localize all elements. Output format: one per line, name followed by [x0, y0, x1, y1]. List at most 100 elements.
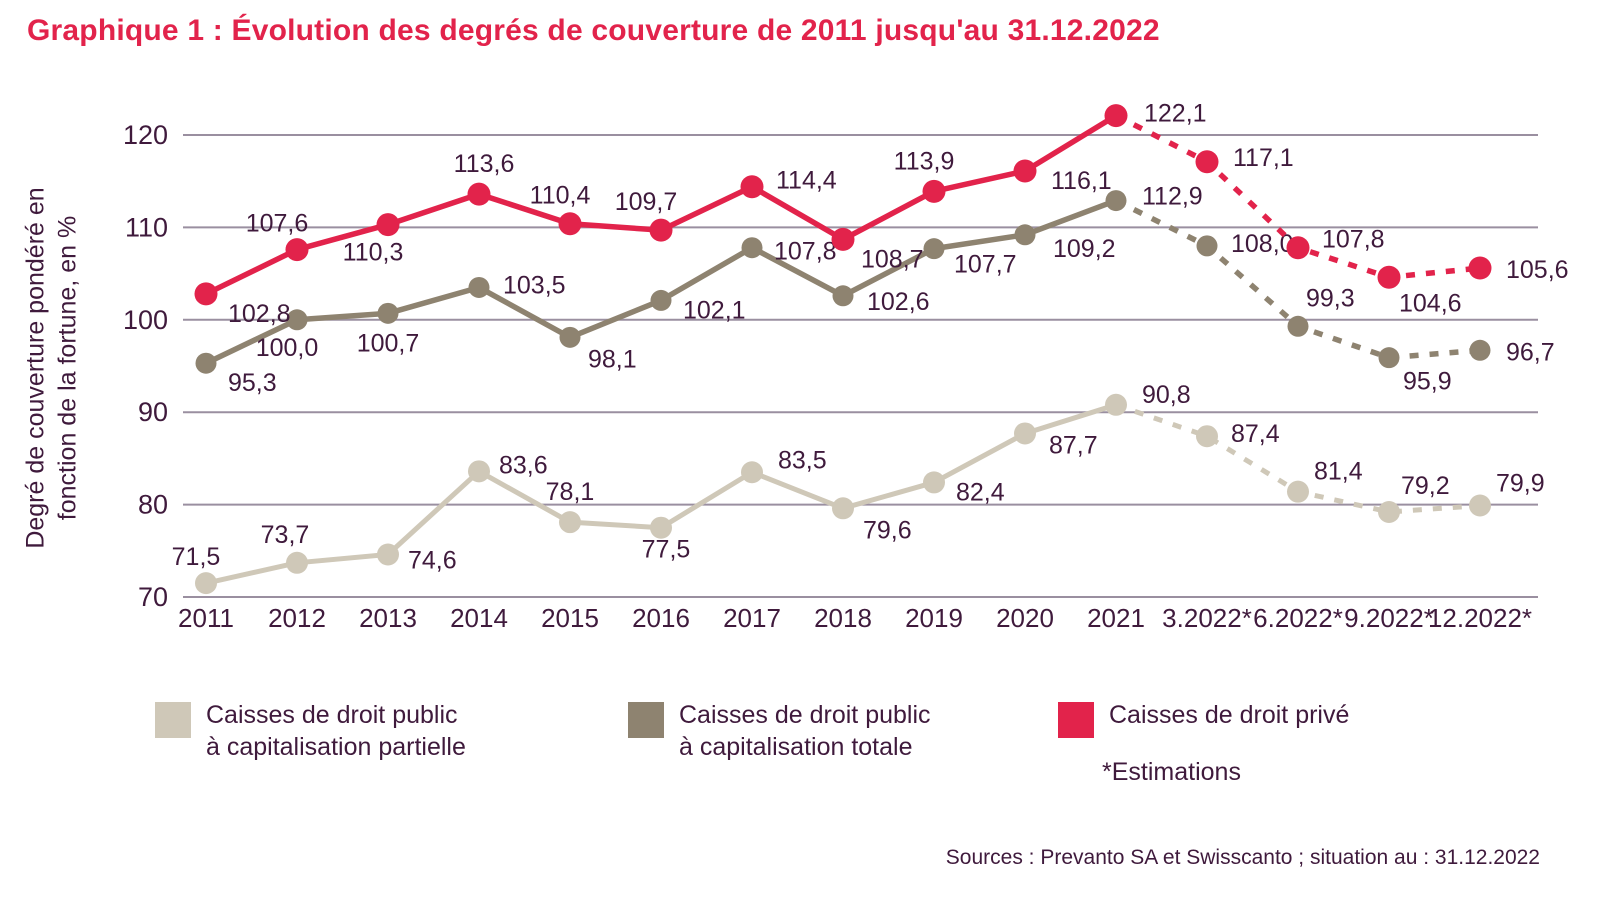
data-point-partielle — [1287, 480, 1309, 503]
x-tick-label: 2020 — [996, 603, 1054, 633]
data-label-prive: 105,6 — [1506, 256, 1569, 284]
data-label-partielle: 83,5 — [778, 446, 827, 474]
data-point-totale — [923, 238, 945, 260]
data-label-partielle: 79,2 — [1401, 472, 1450, 500]
data-label-partielle: 77,5 — [642, 536, 691, 564]
data-point-totale — [377, 302, 399, 324]
data-point-totale — [741, 237, 763, 259]
data-label-partielle: 82,4 — [956, 478, 1005, 506]
data-label-prive: 113,9 — [894, 147, 955, 175]
y-tick-label: 110 — [125, 212, 168, 242]
data-label-partielle: 90,8 — [1142, 381, 1191, 409]
data-point-partielle — [286, 551, 308, 574]
data-label-totale: 102,6 — [867, 288, 930, 316]
data-point-partielle — [1105, 393, 1127, 416]
data-point-prive — [1377, 265, 1401, 289]
y-tick-label: 80 — [138, 490, 168, 520]
x-tick-label: 2018 — [814, 603, 872, 633]
y-tick-label: 70 — [138, 582, 168, 612]
data-label-prive: 102,8 — [228, 300, 291, 328]
data-label-prive: 107,6 — [246, 210, 309, 238]
data-point-prive — [194, 282, 218, 306]
data-point-totale — [832, 285, 854, 307]
x-tick-label: 9.2022* — [1344, 603, 1434, 633]
data-label-totale: 102,1 — [683, 296, 746, 324]
data-label-totale: 107,8 — [774, 238, 837, 266]
data-point-prive — [1195, 150, 1219, 174]
data-label-prive: 107,8 — [1322, 226, 1385, 254]
data-point-totale — [1287, 315, 1309, 337]
data-label-prive: 113,6 — [454, 150, 515, 178]
data-point-totale — [1014, 224, 1036, 246]
data-label-prive: 122,1 — [1144, 100, 1207, 128]
data-label-partielle: 71,5 — [172, 543, 221, 571]
data-label-partielle: 83,6 — [499, 451, 548, 479]
data-point-prive — [1286, 236, 1310, 260]
data-point-totale — [286, 309, 308, 331]
data-point-totale — [650, 289, 672, 311]
data-point-partielle — [468, 460, 490, 483]
data-point-partielle — [1378, 500, 1400, 523]
data-label-prive: 104,6 — [1399, 289, 1462, 317]
data-label-partielle: 87,4 — [1231, 420, 1280, 448]
estimations-note: *Estimations — [1102, 758, 1241, 786]
data-label-totale: 95,3 — [228, 369, 277, 397]
data-label-partielle: 73,7 — [261, 521, 310, 549]
data-point-totale — [1469, 339, 1491, 361]
data-point-prive — [376, 213, 400, 237]
data-point-partielle — [923, 471, 945, 494]
legend-item-prive: Caisses de droit privé — [1058, 700, 1349, 738]
data-label-totale: 109,2 — [1053, 235, 1116, 263]
legend-swatch-prive-icon — [1058, 702, 1094, 738]
x-tick-label: 2013 — [359, 603, 417, 633]
data-point-prive — [1468, 256, 1492, 280]
y-tick-label: 120 — [123, 120, 168, 150]
data-point-prive — [285, 238, 309, 262]
data-point-totale — [468, 276, 490, 298]
x-tick-label: 3.2022* — [1162, 603, 1252, 633]
data-label-partielle: 79,9 — [1496, 470, 1545, 498]
source-note: Sources : Prevanto SA et Swisscanto ; si… — [945, 846, 1540, 869]
data-label-prive: 108,7 — [861, 245, 924, 273]
data-label-prive: 110,3 — [343, 239, 404, 267]
data-label-totale: 107,7 — [954, 251, 1017, 279]
x-tick-label: 2019 — [905, 603, 963, 633]
data-label-prive: 109,7 — [615, 188, 678, 216]
data-label-partielle: 79,6 — [863, 516, 912, 544]
data-label-totale: 100,0 — [256, 334, 319, 362]
data-label-partielle: 81,4 — [1314, 458, 1363, 486]
data-label-totale: 95,9 — [1403, 368, 1452, 396]
data-point-prive — [831, 227, 855, 251]
legend-swatch-partielle-icon — [155, 702, 191, 738]
data-point-totale — [195, 352, 217, 374]
data-label-totale: 103,5 — [503, 271, 566, 299]
y-tick-label: 100 — [123, 305, 168, 335]
data-label-partielle: 74,6 — [408, 546, 457, 574]
x-tick-label: 2017 — [723, 603, 781, 633]
data-point-partielle — [1196, 425, 1218, 448]
data-label-totale: 100,7 — [357, 329, 420, 357]
data-point-prive — [649, 218, 673, 242]
x-tick-label: 2014 — [450, 603, 508, 633]
x-tick-label: 2012 — [268, 603, 326, 633]
data-point-prive — [922, 179, 946, 203]
data-label-totale: 112,9 — [1142, 183, 1203, 211]
data-point-totale — [1196, 235, 1218, 257]
data-label-totale: 98,1 — [588, 345, 637, 373]
data-label-partielle: 78,1 — [546, 478, 595, 506]
x-tick-label: 2015 — [541, 603, 599, 633]
data-label-totale: 99,3 — [1306, 284, 1355, 312]
legend-item-totale: Caisses de droit public à capitalisation… — [628, 700, 931, 763]
data-point-prive — [1013, 159, 1037, 183]
legend-label-partielle: Caisses de droit public à capitalisation… — [206, 701, 466, 761]
data-point-partielle — [741, 461, 763, 484]
data-label-totale: 96,7 — [1506, 338, 1555, 366]
data-point-prive — [1104, 104, 1128, 128]
legend-swatch-totale-icon — [628, 702, 664, 738]
x-tick-label: 2011 — [178, 603, 234, 633]
data-point-totale — [1378, 347, 1400, 369]
data-point-totale — [1105, 190, 1127, 212]
legend-label-totale: Caisses de droit public à capitalisation… — [679, 701, 931, 761]
data-point-prive — [740, 175, 764, 199]
data-point-partielle — [559, 511, 581, 534]
